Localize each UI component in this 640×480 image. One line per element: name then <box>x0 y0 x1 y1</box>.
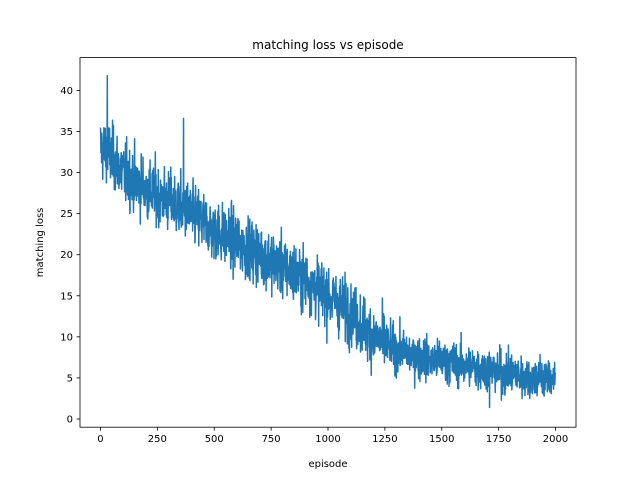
y-tick-label: 25 <box>60 209 73 220</box>
y-axis: 0 5 10 15 20 25 30 35 40 <box>60 86 80 425</box>
y-tick-label: 10 <box>60 332 73 343</box>
x-tick-label: 1750 <box>486 434 511 445</box>
y-tick-label: 15 <box>60 291 73 302</box>
y-tick-label: 20 <box>60 250 73 261</box>
x-tick-label: 2000 <box>543 434 568 445</box>
y-tick-label: 35 <box>60 127 73 138</box>
x-tick-label: 1250 <box>372 434 397 445</box>
y-tick-label: 30 <box>60 168 73 179</box>
y-tick-label: 5 <box>67 373 73 384</box>
x-tick-label: 1500 <box>429 434 454 445</box>
x-tick-label: 1000 <box>315 434 340 445</box>
loss-series-line <box>99 74 557 409</box>
x-tick-label: 250 <box>148 434 167 445</box>
x-tick-label: 500 <box>205 434 224 445</box>
x-axis-label: episode <box>308 459 347 470</box>
y-tick-label: 40 <box>60 86 73 97</box>
y-axis-label: matching loss <box>35 208 46 278</box>
x-tick-label: 0 <box>97 434 103 445</box>
chart-title: matching loss vs episode <box>252 38 403 52</box>
plot-area <box>99 74 557 409</box>
x-axis: 0 250 500 750 1000 1250 1500 1750 2000 <box>97 427 568 445</box>
x-tick-label: 750 <box>262 434 281 445</box>
y-tick-label: 0 <box>67 414 73 425</box>
